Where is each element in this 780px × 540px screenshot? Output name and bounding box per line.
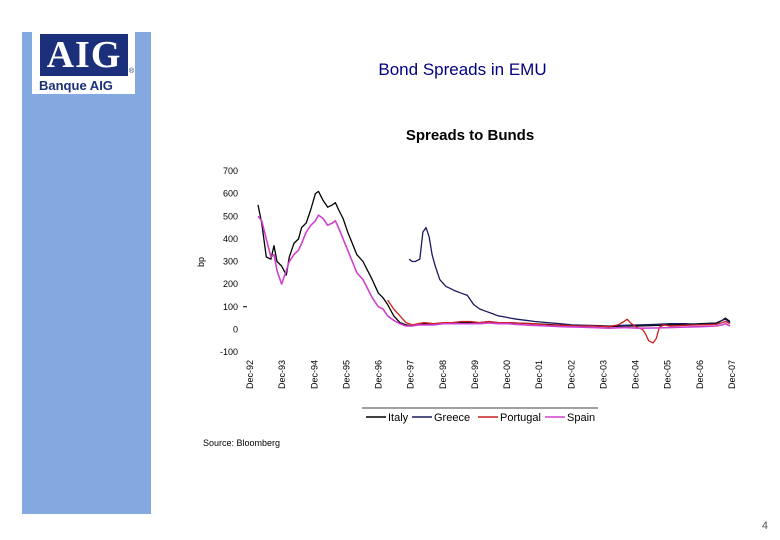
y-tick-label: 500 xyxy=(223,211,238,221)
y-tick-label: -100 xyxy=(220,347,238,357)
page-number: 4 xyxy=(761,520,768,532)
x-tick-label: Dec-96 xyxy=(374,360,384,389)
y-tick-label: 200 xyxy=(223,279,238,289)
x-tick-label: Dec-97 xyxy=(406,360,416,389)
slide-title: Bond Spreads in EMU xyxy=(378,60,547,79)
y-tick-label: 300 xyxy=(223,257,238,267)
legend-label-portugal: Portugal xyxy=(500,412,541,424)
series-line-spain xyxy=(257,214,731,330)
logo-mark-box: AIG xyxy=(40,34,128,76)
logo-registered: ® xyxy=(129,68,135,75)
y-tick-label: 100 xyxy=(223,302,238,312)
logo-mark: AIG xyxy=(46,34,122,76)
x-tick-label: Dec-94 xyxy=(309,360,319,389)
y-tick-label: 400 xyxy=(223,234,238,244)
y-tick-label: 700 xyxy=(223,166,238,176)
legend-label-spain: Spain xyxy=(567,412,595,424)
series-line-portugal xyxy=(387,299,731,344)
x-tick-label: Dec-02 xyxy=(566,360,576,389)
logo-subtitle: Banque AIG xyxy=(39,78,113,93)
legend-label-italy: Italy xyxy=(388,412,409,424)
x-tick-label: Dec-99 xyxy=(470,360,480,389)
x-tick-labels: Dec-92 Dec-93 Dec-94 Dec-95 Dec-96 Dec-97 Dec-… xyxy=(245,360,737,389)
series-line-italy xyxy=(257,190,731,328)
x-tick-label: Dec-00 xyxy=(502,360,512,389)
aig-logo: AIG ® Banque AIG xyxy=(32,32,135,94)
chart-title: Spreads to Bunds xyxy=(406,127,534,144)
x-tick-label: Dec-95 xyxy=(341,360,351,389)
x-tick-label: Dec-93 xyxy=(277,360,287,389)
x-tick-label: Dec-05 xyxy=(663,360,673,389)
x-tick-label: Dec-04 xyxy=(631,360,641,389)
source-note: Source: Bloomberg xyxy=(203,438,281,448)
sidebar-panel xyxy=(22,32,151,514)
series-line-greece xyxy=(408,226,731,327)
y-axis-label: bp xyxy=(196,257,206,267)
x-tick-label: Dec-06 xyxy=(695,360,705,389)
x-tick-label: Dec-01 xyxy=(534,360,544,389)
legend-label-greece: Greece xyxy=(434,412,470,424)
x-tick-label: Dec-92 xyxy=(245,360,255,389)
legend: Italy Greece Portugal Spain xyxy=(362,407,598,424)
x-tick-label: Dec-03 xyxy=(598,360,608,389)
y-tick-labels: 700 600 500 400 300 200 100 0 -100 xyxy=(220,166,238,357)
y-tick-label: 0 xyxy=(233,324,238,334)
x-tick-label: Dec-07 xyxy=(727,360,737,389)
y-tick-label: 600 xyxy=(223,189,238,199)
x-tick-label: Dec-98 xyxy=(438,360,448,389)
series-lines xyxy=(257,190,731,344)
